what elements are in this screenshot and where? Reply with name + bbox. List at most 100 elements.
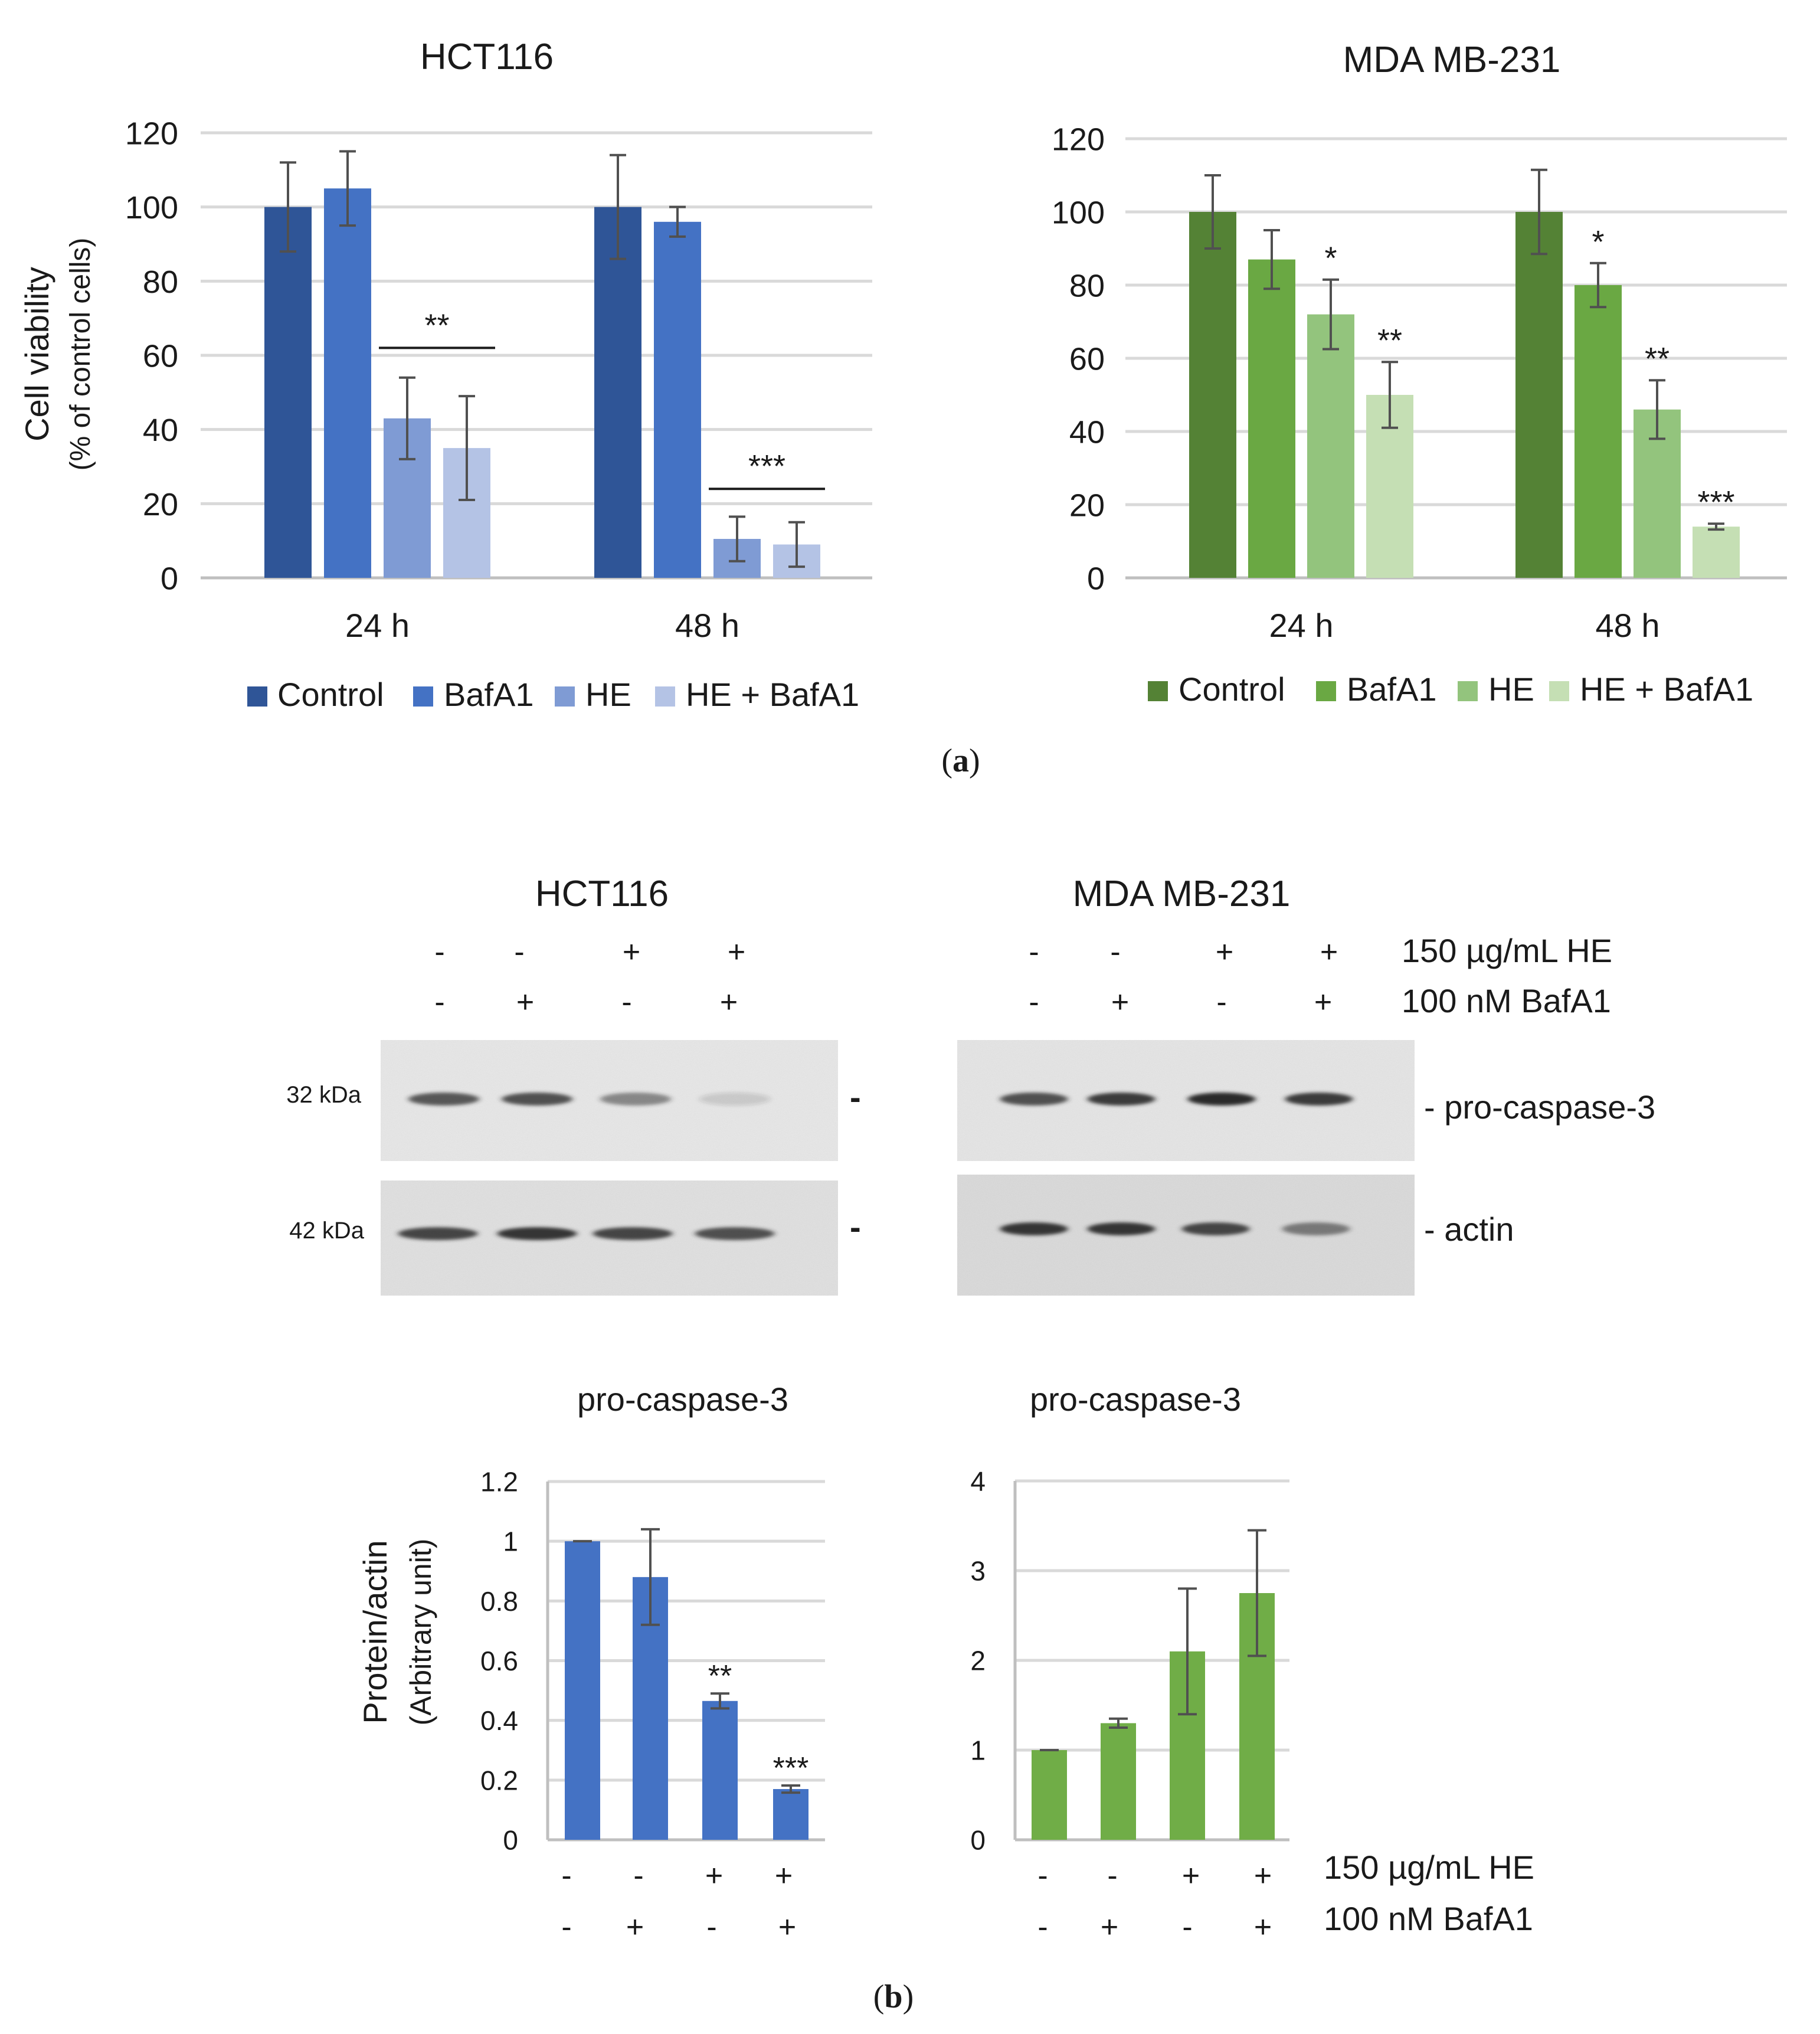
band-pro-caspase-3 xyxy=(1285,1093,1353,1106)
band-pro-caspase-3 xyxy=(1000,1093,1068,1106)
legend-swatch-he-bafa1 xyxy=(655,686,675,707)
chart-hct116-viability: HCT116 Cell viability (% of control cell… xyxy=(18,37,872,644)
x-row-he: + xyxy=(1254,1859,1272,1893)
y-tick-label: 60 xyxy=(1069,341,1105,377)
y-axis-label-sub: (% of control cells) xyxy=(65,238,96,471)
band-actin xyxy=(1282,1222,1350,1235)
y-tick-label: 1.2 xyxy=(480,1467,518,1497)
y-tick-label: 120 xyxy=(125,116,178,151)
y-tick-label: 40 xyxy=(1069,414,1105,450)
x-row-bafa1: + xyxy=(1101,1910,1118,1944)
y-axis-label: Cell viability xyxy=(18,267,55,442)
blot-mda-he-2: - xyxy=(1110,935,1120,969)
blot-title-mda: MDA MB-231 xyxy=(1073,874,1291,914)
bar-control xyxy=(1189,212,1236,578)
band-actin xyxy=(1000,1222,1068,1235)
x-row-bafa1: + xyxy=(778,1910,796,1944)
significance-stars: ** xyxy=(708,1659,732,1693)
legend-label-he-bafa1: HE + BafA1 xyxy=(1580,671,1753,708)
chart-hct116-pro-caspase: pro-caspase-3 Protein/actin (Arbitrary u… xyxy=(356,1381,825,1944)
y-axis-label-sub: (Arbitrary unit) xyxy=(404,1539,437,1726)
band-pro-caspase-3 xyxy=(1187,1093,1256,1106)
blot-mda-he-3: + xyxy=(1216,935,1233,969)
y-tick-label: 80 xyxy=(143,264,178,300)
x-row-he: - xyxy=(633,1859,643,1893)
legend-hct116: Control BafA1 HE HE + BafA1 xyxy=(247,676,859,713)
legend-swatch-bafa1 xyxy=(413,686,433,707)
blot-mda-he-1: - xyxy=(1029,935,1039,969)
blot-hct116-bafa1-1: - xyxy=(434,985,444,1019)
protein-label-actin: - actin xyxy=(1424,1211,1514,1248)
bar-he xyxy=(1307,314,1354,578)
y-tick-label: 0 xyxy=(1087,561,1105,596)
blot-hct116-he-1: - xyxy=(434,935,444,969)
significance-stars: ** xyxy=(1377,323,1402,358)
legend-swatch-he xyxy=(1458,681,1478,701)
significance-stars: ** xyxy=(424,308,449,343)
band-pro-caspase-3 xyxy=(408,1093,479,1106)
blot-title-hct116: HCT116 xyxy=(535,874,669,914)
panel-letter-a: a xyxy=(952,743,969,779)
chart-mda-pro-caspase: pro-caspase-3 150 µg/mL HE 100 nM BafA1 … xyxy=(970,1381,1534,1944)
band-actin xyxy=(1087,1222,1155,1235)
band-pro-caspase-3 xyxy=(699,1093,770,1106)
blot-mda-bafa1-3: - xyxy=(1216,985,1226,1019)
hct116-dash-2: - xyxy=(850,1208,861,1245)
x-row-bafa1: - xyxy=(1037,1910,1048,1944)
y-tick-label: 40 xyxy=(143,413,178,448)
significance-stars: * xyxy=(1592,224,1604,260)
significance-stars: *** xyxy=(1697,485,1734,520)
y-tick-label: 0.8 xyxy=(480,1586,518,1617)
row-label-he: 150 µg/mL HE xyxy=(1324,1849,1534,1886)
bar xyxy=(1032,1750,1067,1840)
band-actin xyxy=(398,1227,478,1240)
chart-title: pro-caspase-3 xyxy=(1030,1381,1241,1418)
bar-he-bafa1 xyxy=(1693,527,1740,578)
band-pro-caspase-3 xyxy=(600,1093,671,1106)
y-tick-label: 20 xyxy=(143,487,178,522)
y-tick-label: 120 xyxy=(1052,122,1105,157)
blot-hct116-he-4: + xyxy=(728,935,745,969)
bar xyxy=(565,1541,600,1840)
mw-label-32kda: 32 kDa xyxy=(286,1082,361,1108)
y-tick-label: 0 xyxy=(161,561,178,596)
blot-hct116-bafa1-3: - xyxy=(621,985,631,1019)
x-row-bafa1: - xyxy=(706,1910,716,1944)
x-row-bafa1: - xyxy=(1182,1910,1192,1944)
blot-mda-bafa1-2: + xyxy=(1111,985,1129,1019)
blot-hct116-bafa1-4: + xyxy=(720,985,738,1019)
x-row-he: - xyxy=(1037,1859,1048,1893)
legend-swatch-control xyxy=(1148,681,1168,701)
panel-label-b: (b) xyxy=(873,1979,914,2015)
y-tick-label: 0 xyxy=(503,1825,518,1856)
legend-label-control: Control xyxy=(277,676,384,713)
blot-mda-bafa1-1: - xyxy=(1029,985,1039,1019)
x-row-he: - xyxy=(561,1859,571,1893)
legend-swatch-he xyxy=(555,686,575,707)
x-tick-label: 24 h xyxy=(1269,607,1334,644)
blot-hct116-he-3: + xyxy=(623,935,640,969)
legend-swatch-bafa1 xyxy=(1316,681,1336,701)
significance-stars: *** xyxy=(748,449,785,484)
blot-hct116-treatment-rows: - - + + - + - + xyxy=(434,935,745,1019)
chart-title: HCT116 xyxy=(420,37,554,77)
legend-label-bafa1: BafA1 xyxy=(1347,671,1437,708)
legend-label-control: Control xyxy=(1179,671,1285,708)
x-row-bafa1: + xyxy=(626,1910,644,1944)
y-tick-label: 100 xyxy=(125,190,178,225)
x-tick-label: 48 h xyxy=(1596,607,1660,644)
protein-label-pro-caspase-3: - pro-caspase-3 xyxy=(1424,1088,1655,1126)
western-blots xyxy=(381,1040,1415,1296)
blot-row-label-bafa1: 100 nM BafA1 xyxy=(1402,982,1611,1019)
bar-control xyxy=(1515,212,1563,578)
legend-label-he: HE xyxy=(585,676,631,713)
y-tick-label: 0 xyxy=(970,1825,986,1856)
legend-label-he: HE xyxy=(1488,671,1534,708)
blot-mda-he-4: + xyxy=(1320,935,1338,969)
y-tick-label: 0.4 xyxy=(480,1705,518,1736)
legend-mda: Control BafA1 HE HE + BafA1 xyxy=(1148,671,1753,708)
blot-row-label-he: 150 µg/mL HE xyxy=(1402,932,1612,969)
band-actin xyxy=(497,1227,577,1240)
